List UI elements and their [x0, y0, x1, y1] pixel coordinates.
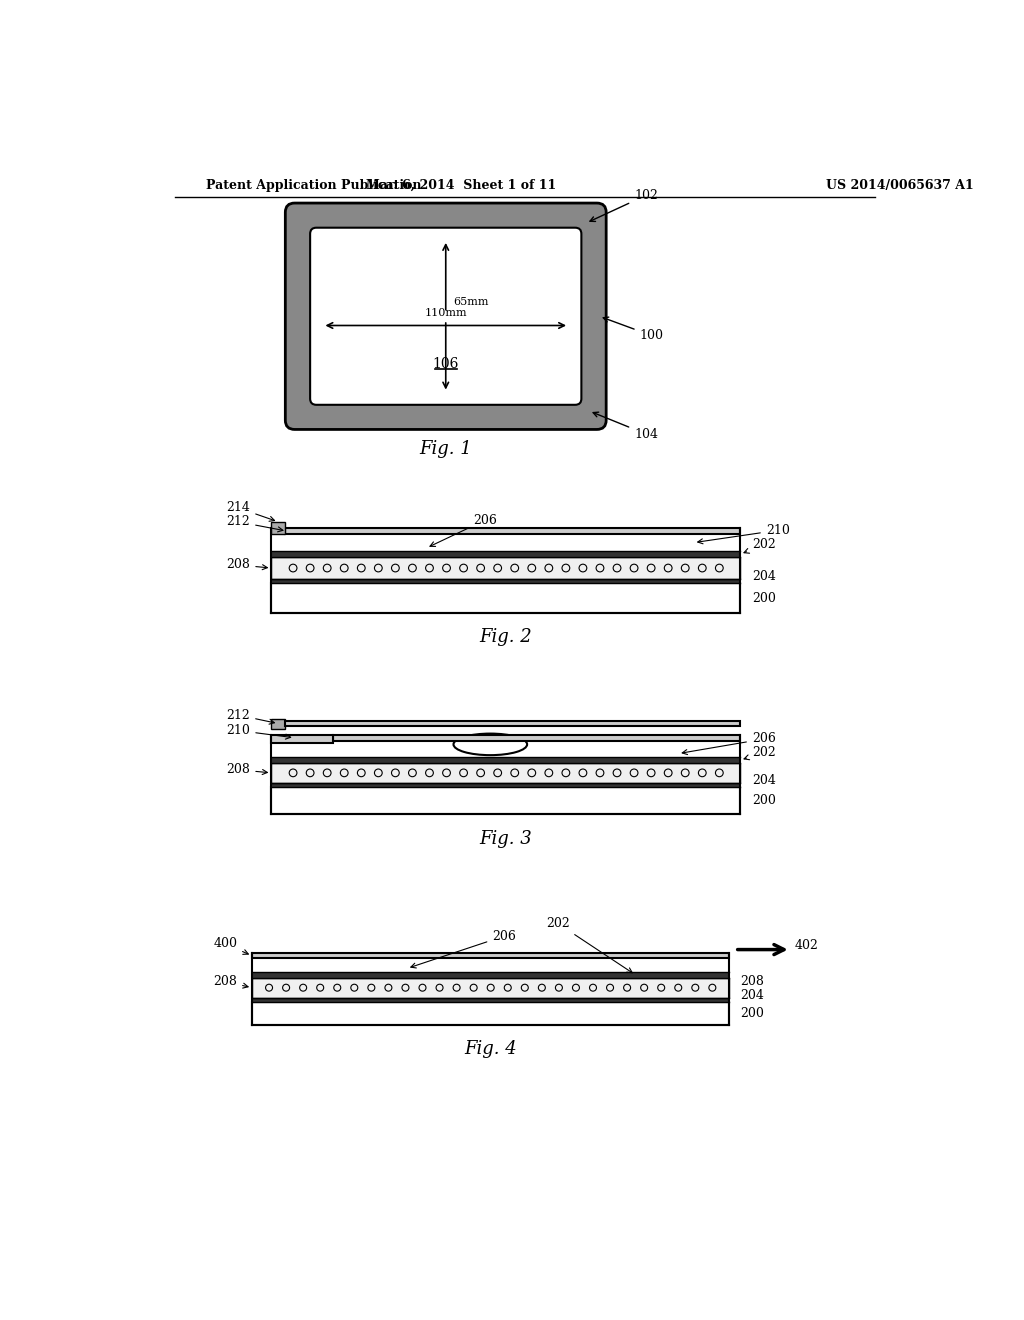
- Text: Fig. 1: Fig. 1: [420, 441, 472, 458]
- Text: Fig. 3: Fig. 3: [479, 830, 532, 847]
- Bar: [271, 521, 286, 535]
- Text: 104: 104: [593, 412, 658, 441]
- Text: 110mm: 110mm: [424, 308, 467, 318]
- Bar: [252, 1002, 729, 1024]
- Text: 208: 208: [226, 558, 267, 572]
- Text: 202: 202: [744, 539, 775, 553]
- Ellipse shape: [454, 734, 527, 755]
- Text: 102: 102: [590, 189, 658, 222]
- Text: 212: 212: [226, 709, 274, 725]
- Bar: [271, 578, 740, 583]
- Bar: [271, 583, 740, 612]
- Bar: [252, 958, 729, 973]
- Text: 204: 204: [752, 774, 776, 787]
- Text: 402: 402: [795, 940, 818, 952]
- Text: 100: 100: [603, 317, 664, 342]
- Bar: [271, 719, 286, 729]
- Bar: [271, 557, 740, 579]
- Text: 208: 208: [226, 763, 267, 776]
- Text: 208: 208: [740, 975, 764, 989]
- FancyBboxPatch shape: [310, 227, 582, 405]
- Bar: [252, 973, 729, 978]
- Bar: [271, 552, 740, 557]
- Bar: [252, 978, 729, 998]
- Bar: [271, 783, 740, 788]
- Text: 106: 106: [432, 356, 459, 371]
- Bar: [271, 535, 740, 552]
- Bar: [271, 758, 740, 763]
- Text: 200: 200: [740, 1007, 764, 1019]
- Text: 208: 208: [213, 975, 248, 989]
- Text: 206: 206: [411, 929, 516, 968]
- FancyBboxPatch shape: [286, 203, 606, 429]
- Bar: [286, 528, 740, 535]
- Text: 206: 206: [430, 513, 497, 546]
- Bar: [271, 738, 740, 758]
- Bar: [252, 953, 729, 958]
- Text: Fig. 4: Fig. 4: [464, 1040, 517, 1059]
- Text: 202: 202: [744, 746, 775, 760]
- Text: 400: 400: [213, 937, 249, 954]
- Text: 204: 204: [740, 989, 764, 1002]
- Text: 206: 206: [682, 733, 776, 755]
- Text: US 2014/0065637 A1: US 2014/0065637 A1: [825, 178, 973, 191]
- Text: 212: 212: [226, 515, 283, 532]
- Bar: [252, 998, 729, 1002]
- Text: Mar. 6, 2014  Sheet 1 of 11: Mar. 6, 2014 Sheet 1 of 11: [367, 178, 556, 191]
- Text: 214: 214: [226, 502, 274, 521]
- Text: Fig. 2: Fig. 2: [479, 628, 532, 647]
- Text: 204: 204: [752, 570, 776, 583]
- Bar: [286, 721, 740, 726]
- Text: 200: 200: [752, 795, 776, 808]
- Text: 210: 210: [226, 723, 291, 739]
- Text: 210: 210: [697, 524, 790, 544]
- Bar: [271, 735, 334, 743]
- Bar: [334, 735, 740, 741]
- Bar: [271, 763, 740, 783]
- Text: 200: 200: [752, 591, 776, 605]
- Bar: [271, 788, 740, 814]
- Text: 65mm: 65mm: [454, 297, 489, 308]
- Text: Patent Application Publication: Patent Application Publication: [206, 178, 421, 191]
- Text: 202: 202: [547, 917, 632, 973]
